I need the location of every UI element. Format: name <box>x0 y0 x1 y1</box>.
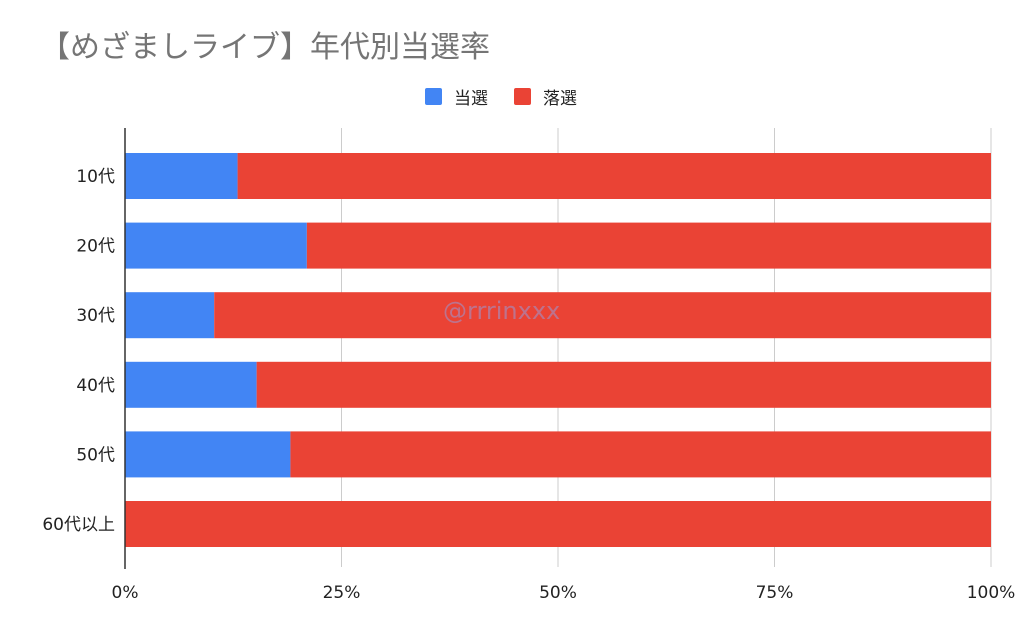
bar-lost <box>237 153 991 199</box>
y-category-label: 40代 <box>76 376 115 396</box>
bar-won <box>125 153 238 199</box>
legend-item-won: 当選 <box>425 84 488 109</box>
x-tick-label: 0% <box>112 583 139 603</box>
y-category-label: 60代以上 <box>42 515 115 535</box>
y-category-label: 20代 <box>76 237 115 257</box>
bar-won <box>125 292 215 339</box>
legend-label-lost: 落選 <box>543 89 577 109</box>
bar-lost <box>125 501 991 547</box>
bar-lost <box>256 361 992 408</box>
x-tick-label: 75% <box>756 583 794 603</box>
chart-title: 【めざましライブ】年代別当選率 <box>40 30 490 65</box>
watermark: @rrrinxxx <box>443 297 561 325</box>
legend-swatch-lost <box>514 88 531 105</box>
legend-swatch-won <box>425 88 442 105</box>
y-category-label: 50代 <box>76 445 115 465</box>
bar-lost <box>306 222 991 269</box>
x-tick-label: 50% <box>539 583 577 603</box>
bar-won <box>125 222 307 269</box>
legend-label-won: 当選 <box>454 89 488 109</box>
bar-won <box>125 361 257 408</box>
y-category-label: 30代 <box>76 306 115 326</box>
bar-lost <box>214 292 991 339</box>
y-category-label: 10代 <box>76 167 115 187</box>
legend: 当選 落選 <box>425 84 603 109</box>
legend-item-lost: 落選 <box>514 84 577 109</box>
bar-won <box>125 431 291 478</box>
bar-lost <box>290 431 991 478</box>
x-tick-label: 100% <box>967 583 1016 603</box>
x-tick-label: 25% <box>323 583 361 603</box>
